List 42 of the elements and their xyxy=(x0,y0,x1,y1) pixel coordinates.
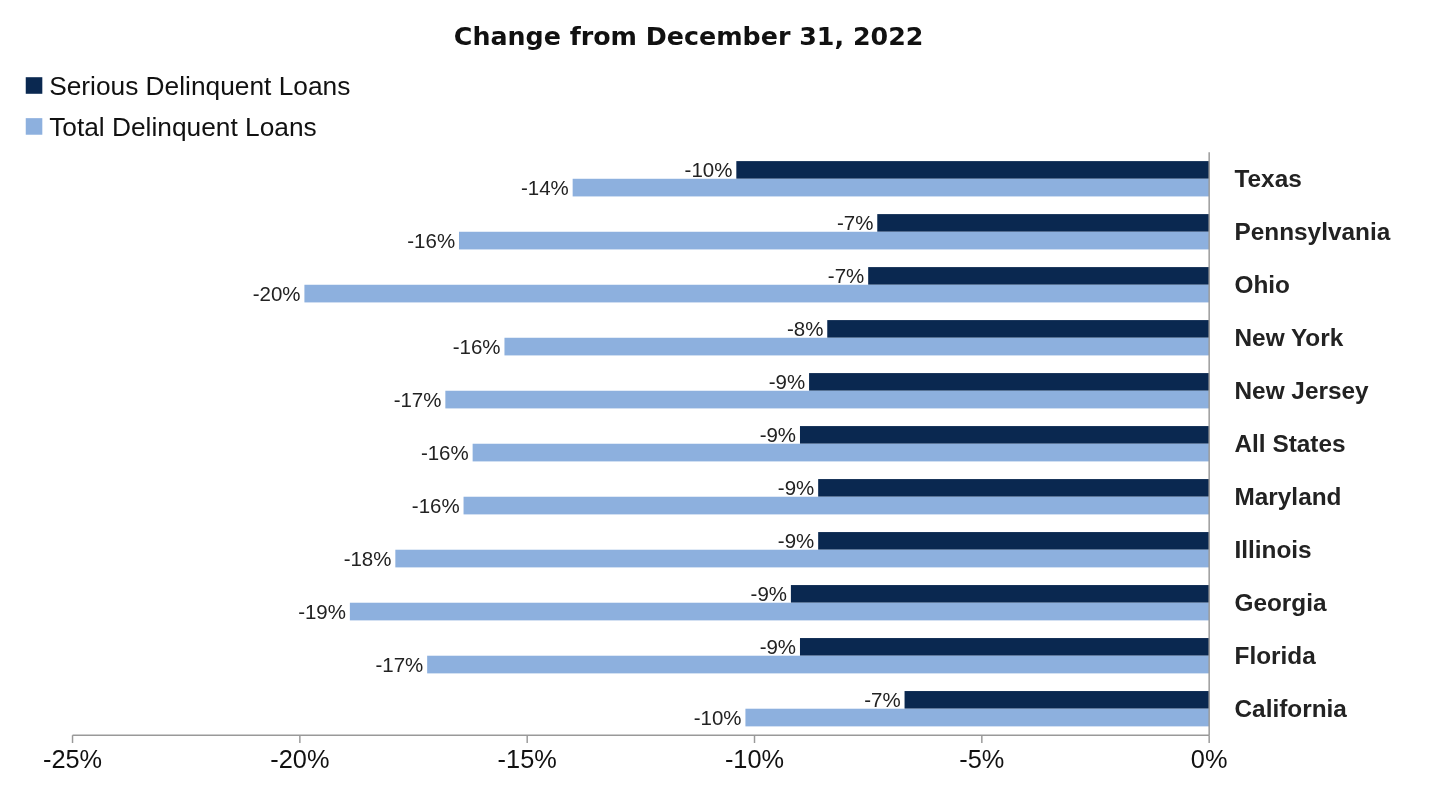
data-label: -9% xyxy=(750,582,787,606)
legend-label: Serious Delinquent Loans xyxy=(49,71,351,102)
data-label: -20% xyxy=(252,281,301,305)
data-label: -14% xyxy=(520,175,569,199)
y-tick-label: New Jersey xyxy=(1234,377,1370,405)
data-label: -9% xyxy=(759,635,797,659)
chart-title: Change from December 31, 2022 xyxy=(453,21,924,52)
y-tick-label: Maryland xyxy=(1234,483,1342,511)
data-label: -10% xyxy=(693,705,742,729)
x-tick-label: -5% xyxy=(959,745,1005,774)
y-tick-label: Texas xyxy=(1234,165,1302,193)
data-label: -16% xyxy=(407,228,456,252)
y-tick-label: All States xyxy=(1234,430,1346,458)
x-tick-label: -20% xyxy=(270,745,330,774)
y-tick-label: Illinois xyxy=(1234,536,1312,564)
data-label: -7% xyxy=(864,688,901,712)
data-label: -9% xyxy=(777,476,815,500)
data-label: -16% xyxy=(420,440,469,464)
data-label: -19% xyxy=(298,599,346,623)
x-tick-label: -15% xyxy=(497,745,557,774)
y-tick-label: Florida xyxy=(1234,642,1317,670)
legend-label: Total Delinquent Loans xyxy=(49,112,317,143)
x-tick-label: 0% xyxy=(1190,745,1228,774)
data-label: -18% xyxy=(343,546,392,570)
x-tick-label: -25% xyxy=(42,745,103,774)
data-label: -9% xyxy=(768,370,806,394)
data-label: -17% xyxy=(375,652,424,676)
y-tick-label: Ohio xyxy=(1234,271,1290,299)
data-label: -7% xyxy=(827,264,865,288)
y-tick-label: Georgia xyxy=(1234,589,1328,617)
data-label: -16% xyxy=(452,334,501,358)
y-tick-label: Pennsylvania xyxy=(1234,218,1391,246)
data-label: -10% xyxy=(684,158,733,182)
data-label: -9% xyxy=(777,529,815,553)
x-tick-label: -10% xyxy=(724,745,785,774)
data-label: -16% xyxy=(411,493,460,517)
y-tick-label: California xyxy=(1234,695,1348,723)
data-label: -17% xyxy=(393,387,442,411)
data-label: -8% xyxy=(786,317,824,341)
data-label: -9% xyxy=(759,423,797,447)
y-tick-label: New York xyxy=(1234,324,1344,352)
data-label: -7% xyxy=(836,211,874,235)
